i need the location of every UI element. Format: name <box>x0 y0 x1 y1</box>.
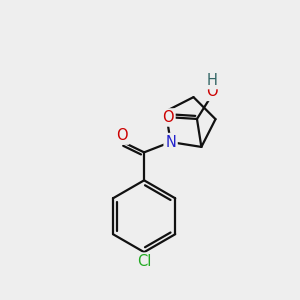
Text: O: O <box>162 110 174 125</box>
Text: O: O <box>206 84 218 99</box>
Text: Cl: Cl <box>137 254 151 269</box>
Text: N: N <box>165 134 176 149</box>
Text: O: O <box>116 128 128 143</box>
Text: H: H <box>206 73 217 88</box>
